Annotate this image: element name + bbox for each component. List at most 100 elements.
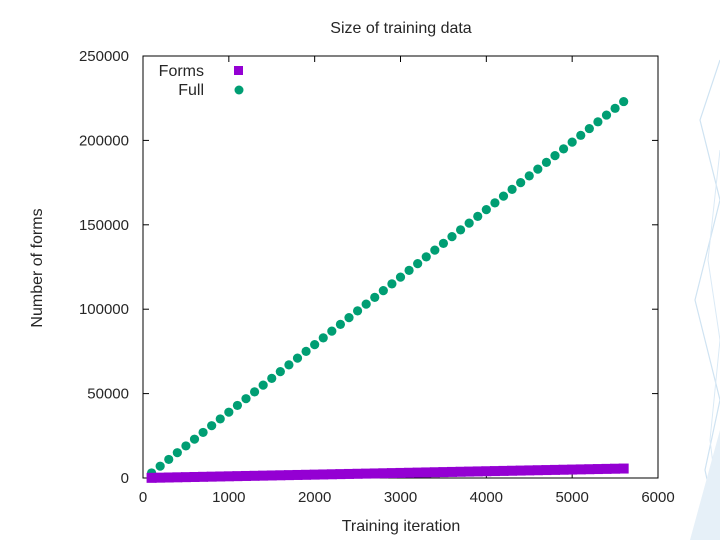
forms-point (172, 472, 183, 483)
forms-point (515, 465, 526, 476)
full-point (318, 333, 328, 343)
y-tick-label: 0 (121, 470, 129, 487)
full-point (576, 130, 586, 140)
legend-label-forms: Forms (159, 63, 204, 80)
full-point (258, 380, 268, 390)
full-point (215, 414, 225, 424)
forms-point (447, 466, 457, 477)
forms-point (421, 467, 432, 478)
plot-area (146, 96, 629, 483)
forms-point (524, 465, 535, 476)
legend-marker-full (234, 85, 244, 95)
forms-point (249, 470, 260, 481)
x-axis-label: Training iteration (342, 518, 461, 535)
y-tick-label: 100000 (79, 301, 129, 318)
forms-point (532, 465, 543, 476)
forms-point (429, 467, 440, 478)
y-tick-label: 200000 (79, 132, 129, 149)
full-point (619, 96, 629, 107)
full-point (447, 232, 457, 242)
full-point (524, 171, 534, 181)
full-point (584, 123, 594, 134)
forms-point (309, 469, 320, 480)
forms-point (155, 472, 166, 483)
full-point (395, 272, 406, 282)
full-point (498, 191, 509, 201)
x-tick-label: 0 (139, 489, 147, 506)
chart-title: Size of training data (330, 20, 472, 37)
forms-point (146, 472, 157, 483)
y-tick-label: 50000 (87, 386, 129, 403)
forms-point (507, 465, 518, 476)
full-point (232, 400, 243, 411)
full-point (181, 441, 191, 451)
full-point (541, 157, 552, 167)
full-point (490, 198, 500, 208)
full-point (155, 461, 165, 471)
forms-point (464, 466, 475, 477)
full-point (430, 245, 440, 255)
forms-point (232, 471, 243, 482)
full-point (404, 265, 414, 275)
forms-point (180, 472, 191, 483)
forms-point (575, 464, 586, 475)
full-point (344, 313, 354, 323)
forms-point (318, 469, 329, 480)
full-point (284, 360, 294, 370)
forms-point (541, 465, 552, 476)
full-point (301, 346, 311, 356)
full-point (198, 427, 208, 438)
forms-point (412, 467, 423, 478)
full-point (352, 306, 363, 316)
forms-point (550, 464, 560, 475)
forms-point (369, 468, 380, 479)
full-point (292, 353, 303, 363)
full-point (189, 434, 200, 444)
y-tick-label: 150000 (79, 217, 129, 234)
forms-point (352, 468, 363, 479)
forms-point (610, 463, 621, 474)
forms-point (275, 470, 286, 481)
x-tick-label: 1000 (212, 489, 245, 506)
forms-point (266, 470, 277, 481)
x-tick-label: 2000 (298, 489, 331, 506)
forms-point (378, 468, 389, 479)
forms-point (498, 465, 509, 476)
legend: Forms Full (159, 63, 244, 99)
forms-point (189, 471, 200, 482)
full-point (421, 252, 431, 262)
full-point (413, 259, 423, 269)
forms-point (344, 468, 354, 479)
x-tick-label: 6000 (641, 489, 674, 506)
forms-point (335, 469, 346, 480)
full-point (481, 205, 491, 215)
forms-point (438, 467, 449, 478)
full-point (601, 110, 612, 120)
full-point (370, 292, 380, 302)
forms-point (361, 468, 372, 479)
forms-point (404, 467, 415, 478)
decorative-corner (690, 59, 720, 540)
full-point (464, 218, 474, 228)
forms-point (163, 472, 174, 483)
full-point (361, 299, 371, 309)
full-point (438, 238, 449, 248)
y-tick-label: 250000 (79, 48, 129, 65)
x-axis: 0 1000 2000 3000 4000 5000 6000 (139, 56, 675, 506)
full-point (558, 144, 569, 154)
forms-point (198, 471, 209, 482)
forms-point (558, 464, 569, 475)
y-axis-label: Number of forms (29, 208, 46, 327)
forms-point (301, 469, 312, 480)
forms-point (386, 468, 397, 479)
full-point (378, 286, 388, 296)
forms-point (258, 470, 269, 481)
full-point (267, 373, 277, 384)
legend-label-full: Full (178, 82, 204, 99)
full-point (335, 319, 346, 329)
forms-point (206, 471, 217, 482)
x-tick-label: 5000 (555, 489, 588, 506)
legend-marker-forms (234, 66, 243, 75)
full-point (533, 164, 543, 174)
